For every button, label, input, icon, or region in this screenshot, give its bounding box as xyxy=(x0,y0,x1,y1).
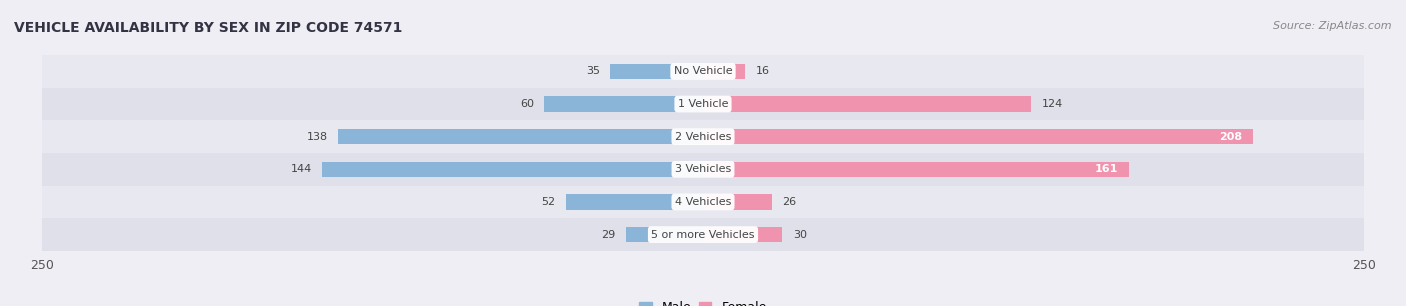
Text: 4 Vehicles: 4 Vehicles xyxy=(675,197,731,207)
Text: 30: 30 xyxy=(793,230,807,240)
Bar xyxy=(626,227,703,242)
Text: 124: 124 xyxy=(1042,99,1063,109)
Bar xyxy=(703,129,1253,144)
Text: 1 Vehicle: 1 Vehicle xyxy=(678,99,728,109)
Bar xyxy=(703,64,745,79)
Legend: Male, Female: Male, Female xyxy=(634,296,772,306)
Bar xyxy=(322,162,703,177)
Text: Source: ZipAtlas.com: Source: ZipAtlas.com xyxy=(1274,21,1392,32)
Bar xyxy=(42,218,1364,251)
Bar xyxy=(42,153,1364,186)
Bar xyxy=(565,194,703,210)
Text: 5 or more Vehicles: 5 or more Vehicles xyxy=(651,230,755,240)
Text: 35: 35 xyxy=(586,66,600,76)
Text: 60: 60 xyxy=(520,99,534,109)
Text: 52: 52 xyxy=(541,197,555,207)
Text: VEHICLE AVAILABILITY BY SEX IN ZIP CODE 74571: VEHICLE AVAILABILITY BY SEX IN ZIP CODE … xyxy=(14,21,402,35)
Text: 29: 29 xyxy=(602,230,616,240)
Bar xyxy=(610,64,703,79)
Bar xyxy=(339,129,703,144)
Text: 138: 138 xyxy=(307,132,328,142)
Text: 2 Vehicles: 2 Vehicles xyxy=(675,132,731,142)
Text: 161: 161 xyxy=(1095,164,1118,174)
Text: 3 Vehicles: 3 Vehicles xyxy=(675,164,731,174)
Bar xyxy=(42,120,1364,153)
Bar xyxy=(703,96,1031,112)
Text: 16: 16 xyxy=(756,66,770,76)
Bar xyxy=(703,162,1129,177)
Bar xyxy=(703,194,772,210)
Text: 26: 26 xyxy=(782,197,796,207)
Bar xyxy=(544,96,703,112)
Bar xyxy=(703,227,782,242)
Text: 144: 144 xyxy=(291,164,312,174)
Bar xyxy=(42,186,1364,218)
Bar xyxy=(42,88,1364,120)
Bar xyxy=(42,55,1364,88)
Text: 208: 208 xyxy=(1219,132,1243,142)
Text: No Vehicle: No Vehicle xyxy=(673,66,733,76)
